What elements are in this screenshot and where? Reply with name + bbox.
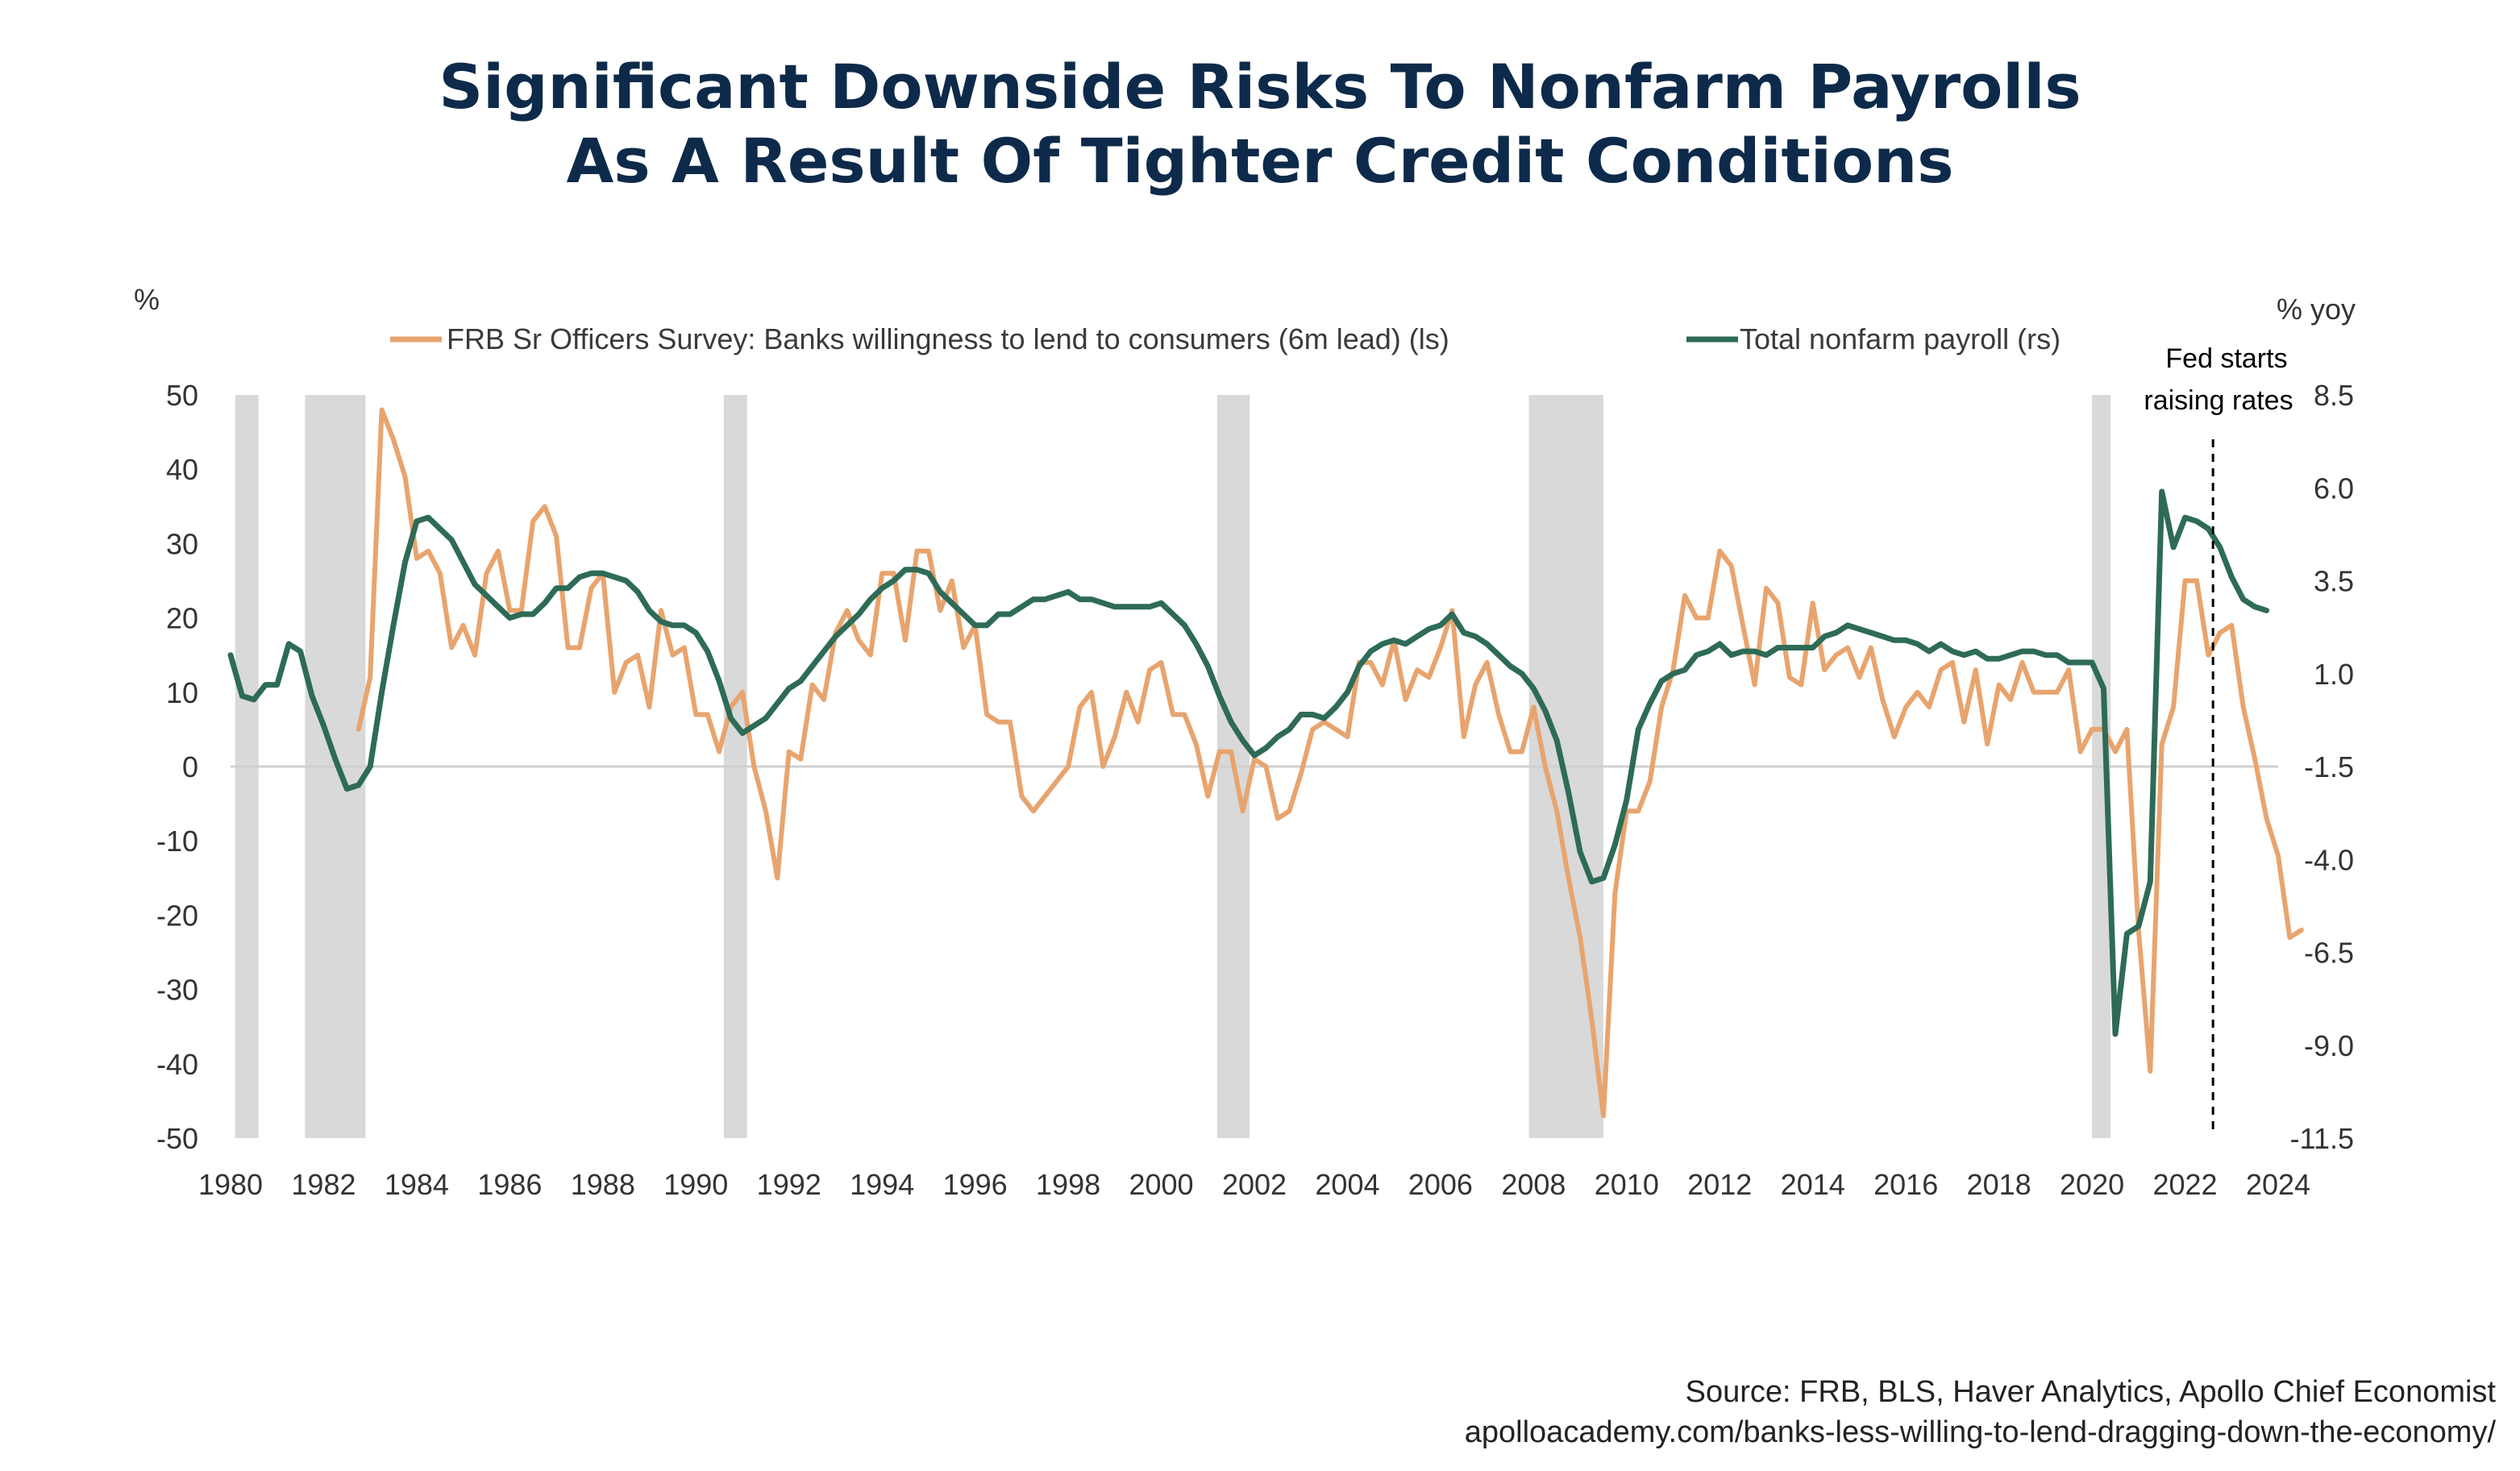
source-url: apolloacademy.com/banks-less-willing-to-… [1464,1415,2496,1449]
fed-annotation-line-1: Fed starts [2165,343,2287,374]
right-tick-label: -1.5 [2304,750,2354,783]
right-axis-ticks: 8.5 6.0 3.5 1.0 -1.5 -4.0 -6.5 -9.0 -11.5 [2290,379,2354,1155]
right-tick-label: -6.5 [2304,937,2354,970]
fed-annotation: Fed starts raising rates [2144,343,2293,1132]
x-tick-label: 2008 [1501,1168,1566,1201]
x-tick-label: 2010 [1595,1168,1659,1201]
source-note: Source: FRB, BLS, Haver Analytics, Apoll… [1465,1372,2496,1452]
left-axis-ticks: 50 40 30 20 10 0 -10 -20 -30 -40 -50 [156,379,198,1155]
chart-title-line-2: As A Result Of Tighter Credit Conditions [566,125,1954,197]
chart-title-line-1: Significant Downside Risks To Nonfarm Pa… [439,51,2081,123]
x-tick-label: 2014 [1781,1168,1845,1201]
chart-title: Significant Downside Risks To Nonfarm Pa… [0,50,2520,198]
x-tick-label: 2004 [1315,1168,1379,1201]
x-tick-label: 1982 [291,1168,356,1201]
fed-annotation-line-2: raising rates [2144,385,2293,416]
left-tick-label: -10 [156,825,198,858]
legend: FRB Sr Officers Survey: Banks willingnes… [390,322,2060,355]
x-tick-label: 1984 [385,1168,449,1201]
right-tick-label: -11.5 [2290,1122,2354,1155]
x-tick-label: 2022 [2152,1168,2217,1201]
left-tick-label: 0 [182,750,198,783]
left-tick-label: 20 [166,602,198,635]
left-tick-label: 30 [166,527,198,560]
left-tick-label: -50 [156,1122,198,1155]
x-tick-label: 2012 [1687,1168,1752,1201]
right-tick-label: 6.0 [2314,472,2354,505]
x-tick-label: 2006 [1408,1168,1473,1201]
source-line-1: Source: FRB, BLS, Haver Analytics, Apoll… [1685,1375,2496,1409]
left-tick-label: -40 [156,1048,198,1081]
left-tick-label: 50 [166,379,198,412]
x-tick-label: 1994 [850,1168,914,1201]
series-line-survey [356,407,2304,1119]
right-tick-label: -9.0 [2304,1029,2354,1062]
left-tick-label: -20 [156,899,198,932]
x-tick-label: 1998 [1036,1168,1100,1201]
right-tick-label: 8.5 [2314,379,2354,412]
legend-label-survey: FRB Sr Officers Survey: Banks willingnes… [447,322,1449,355]
x-tick-label: 1980 [198,1168,263,1201]
series-line-payroll [227,488,2270,1037]
left-tick-label: 40 [166,453,198,486]
x-tick-label: 2000 [1129,1168,1193,1201]
x-tick-label: 1996 [943,1168,1008,1201]
legend-label-payroll: Total nonfarm payroll (rs) [1740,322,2060,355]
x-tick-label: 2002 [1222,1168,1287,1201]
left-axis-label: % [134,283,160,316]
x-tick-label: 1988 [571,1168,635,1201]
x-tick-label: 2024 [2246,1168,2310,1201]
x-tick-label: 1992 [757,1168,821,1201]
right-axis-label: % yoy [2277,293,2356,326]
left-tick-label: 10 [166,676,198,709]
series-layer [227,407,2304,1119]
x-tick-label: 2018 [1967,1168,2031,1201]
right-tick-label: -4.0 [2304,843,2354,876]
right-tick-label: 3.5 [2314,565,2354,598]
x-tick-label: 1990 [663,1168,728,1201]
x-tick-label: 2016 [1873,1168,1938,1201]
x-tick-label: 2020 [2060,1168,2124,1201]
right-tick-label: 1.0 [2314,658,2354,691]
x-tick-label: 1986 [477,1168,542,1201]
left-tick-label: -30 [156,974,198,1007]
x-axis-ticks: 1980 1982 1984 1986 1988 1990 1992 1994 1996 1998… [198,1168,2310,1201]
